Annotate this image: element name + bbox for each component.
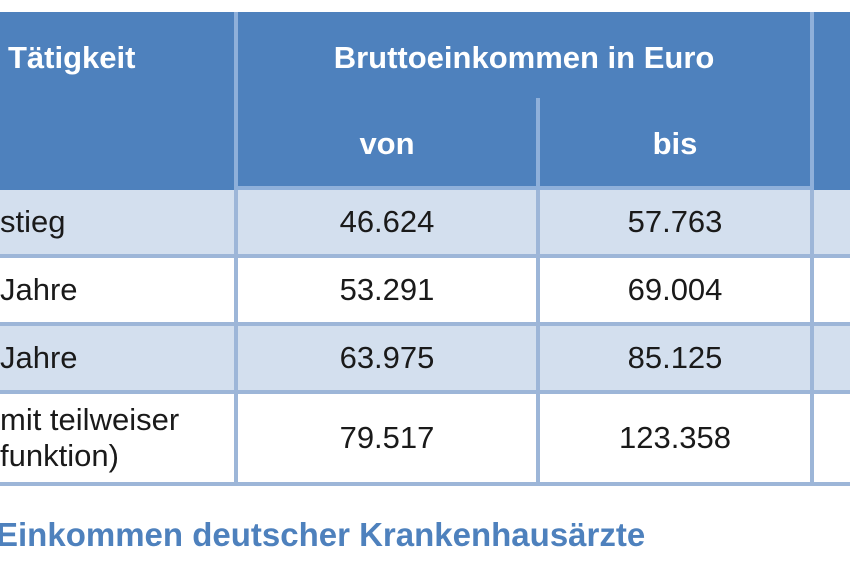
row-label: stieg: [0, 190, 238, 258]
table-caption: Einkommen deutscher Krankenhausärzte: [0, 516, 646, 553]
row-label-text: Jahre: [0, 272, 78, 307]
row-to-value: 57.763: [540, 190, 815, 258]
row-cut-off-cell: [814, 326, 850, 394]
row-label: mit teilweiser funktion): [0, 394, 238, 486]
table-row: Jahre 53.291 69.004: [0, 258, 850, 326]
income-table: Tätigkeit Bruttoeinkommen in Euro von bi…: [0, 12, 850, 486]
header-activity: Tätigkeit: [0, 12, 238, 190]
row-to-value: 85.125: [540, 326, 815, 394]
row-cut-off-cell: [814, 258, 850, 326]
header-row-top: Tätigkeit Bruttoeinkommen in Euro: [0, 12, 850, 190]
row-from-value: 53.291: [238, 258, 540, 326]
row-label: Jahre: [0, 326, 238, 394]
row-from-value: 63.975: [238, 326, 540, 394]
row-label-text: stieg: [0, 204, 66, 239]
row-label-line-2: funktion): [0, 438, 119, 473]
row-label: Jahre: [0, 258, 238, 326]
row-cut-off-cell: [814, 190, 850, 258]
table-row: Jahre 63.975 85.125: [0, 326, 850, 394]
table-row: stieg 46.624 57.763: [0, 190, 850, 258]
row-cut-off-cell: [814, 394, 850, 486]
row-from-value: 79.517: [238, 394, 540, 486]
header-from: von: [238, 98, 540, 190]
row-to-value: 123.358: [540, 394, 815, 486]
row-to-value: 69.004: [540, 258, 815, 326]
header-gross-income: Bruttoeinkommen in Euro: [238, 12, 815, 98]
header-cut-off-column: [814, 12, 850, 190]
income-table-frame: Tätigkeit Bruttoeinkommen in Euro von bi…: [0, 12, 850, 494]
row-from-value: 46.624: [238, 190, 540, 258]
table-row: mit teilweiser funktion) 79.517 123.358: [0, 394, 850, 486]
row-label-text: Jahre: [0, 340, 78, 375]
header-to: bis: [540, 98, 815, 190]
row-label-line-1: mit teilweiser: [0, 402, 180, 437]
